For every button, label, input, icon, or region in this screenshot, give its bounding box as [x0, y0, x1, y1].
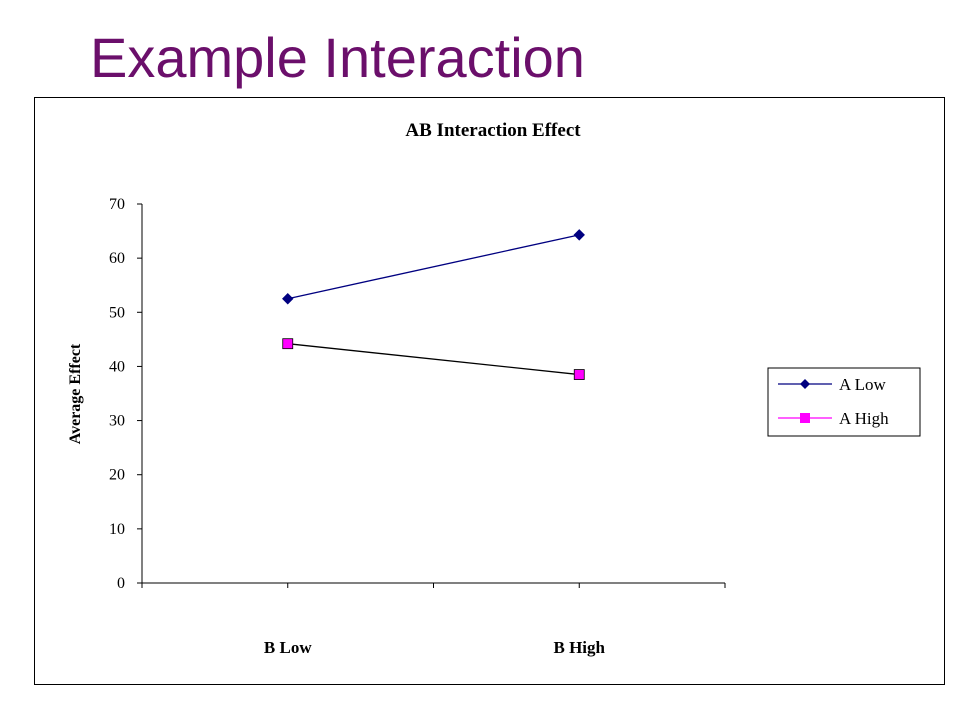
y-axis-label: Average Effect	[67, 343, 84, 444]
y-tick-label: 40	[109, 358, 125, 375]
legend-item: A Low	[778, 375, 886, 394]
series-layer	[282, 229, 585, 380]
y-tick-label: 10	[109, 521, 125, 538]
y-tick-label: 20	[109, 467, 125, 484]
chart-title: AB Interaction Effect	[405, 120, 581, 141]
legend-marker	[800, 413, 810, 423]
data-point	[282, 293, 294, 305]
axes: 0 10 20 30 40 50 60 70 B Low B High	[109, 196, 726, 657]
legend-box	[767, 367, 921, 437]
data-point	[282, 338, 294, 350]
legend-label: A Low	[839, 375, 886, 394]
data-point	[573, 229, 585, 241]
y-tick-label: 30	[109, 413, 125, 430]
y-tick-label: 60	[109, 250, 125, 267]
y-tick-label: 70	[109, 196, 125, 213]
legend-marker	[800, 379, 810, 389]
legend-item: A High	[778, 409, 889, 428]
legend: A Low A High	[767, 367, 921, 437]
x-tick-label: B High	[554, 638, 606, 657]
y-tick-label: 0	[117, 575, 125, 592]
data-point	[573, 369, 585, 380]
slide-title: Example Interaction	[90, 26, 585, 89]
series-a-high	[282, 338, 585, 380]
legend-label: A High	[839, 409, 889, 428]
y-tick-label: 50	[109, 304, 125, 321]
series-line	[287, 343, 580, 376]
series-line	[287, 234, 580, 300]
x-tick-label: B Low	[264, 638, 312, 657]
series-a-low	[282, 229, 585, 305]
